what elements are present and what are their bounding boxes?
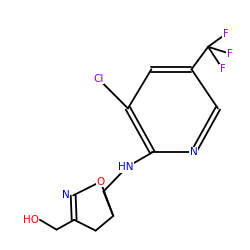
Text: Cl: Cl xyxy=(93,74,103,84)
Text: F: F xyxy=(220,64,226,74)
Text: O: O xyxy=(96,177,105,187)
Text: HN: HN xyxy=(118,162,134,172)
Text: F: F xyxy=(227,48,232,58)
Text: N: N xyxy=(190,148,197,158)
Text: HO: HO xyxy=(23,215,39,225)
Text: F: F xyxy=(223,29,228,39)
Text: N: N xyxy=(62,190,70,200)
